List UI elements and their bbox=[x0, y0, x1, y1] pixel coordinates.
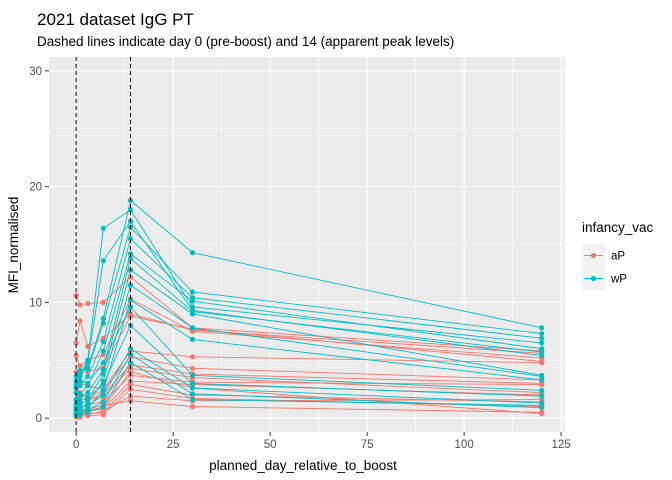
data-point-wP bbox=[100, 387, 106, 393]
data-point-aP bbox=[189, 403, 196, 410]
data-point-wP bbox=[77, 378, 83, 384]
data-point-aP bbox=[127, 381, 134, 388]
chart-subtitle: Dashed lines indicate day 0 (pre-boost) … bbox=[37, 34, 454, 49]
data-point-wP bbox=[100, 258, 106, 264]
data-point-wP bbox=[127, 360, 134, 366]
data-point-wP bbox=[85, 390, 91, 396]
legend-title: infancy_vac bbox=[582, 220, 654, 235]
data-point-aP bbox=[85, 343, 91, 349]
legend-key-point-aP bbox=[590, 252, 597, 259]
data-point-wP bbox=[539, 335, 545, 341]
y-tick-label: 0 bbox=[36, 413, 42, 425]
data-point-wP bbox=[100, 381, 106, 388]
data-point-wP bbox=[189, 289, 196, 295]
data-point-wP bbox=[539, 340, 545, 346]
data-point-aP bbox=[100, 299, 106, 305]
data-point-wP bbox=[189, 385, 196, 391]
data-point-aP bbox=[127, 369, 134, 375]
data-point-wP bbox=[73, 381, 79, 388]
data-point-wP bbox=[100, 371, 106, 377]
data-point-wP bbox=[100, 320, 106, 326]
data-point-wP bbox=[77, 373, 83, 379]
data-point-aP bbox=[539, 381, 545, 388]
data-point-wP bbox=[100, 360, 106, 366]
data-point-wP bbox=[100, 339, 106, 345]
data-point-wP bbox=[100, 399, 106, 405]
x-tick-label: 0 bbox=[73, 439, 79, 451]
y-tick-label: 30 bbox=[29, 66, 42, 78]
data-point-wP bbox=[189, 250, 196, 256]
data-point-wP bbox=[73, 373, 79, 379]
data-point-wP bbox=[77, 368, 83, 374]
data-point-wP bbox=[189, 298, 196, 304]
data-point-wP bbox=[189, 391, 196, 397]
data-point-wP bbox=[189, 336, 196, 342]
data-point-wP bbox=[85, 394, 91, 400]
data-point-wP bbox=[189, 325, 196, 331]
data-point-wP bbox=[77, 405, 83, 411]
x-tick-label: 75 bbox=[361, 439, 374, 451]
data-point-wP bbox=[539, 393, 545, 399]
legend-key-point-wP bbox=[590, 275, 597, 282]
data-point-wP bbox=[73, 397, 79, 403]
data-point-wP bbox=[189, 311, 196, 317]
x-tick-label: 100 bbox=[455, 439, 474, 451]
data-point-wP bbox=[100, 348, 106, 354]
axis-ticks: 0 25 50 75 100 125 0 10 20 30 bbox=[29, 66, 571, 451]
y-axis-title: MFI_normalised bbox=[6, 197, 21, 294]
x-axis-title: planned_day_relative_to_boost bbox=[209, 458, 397, 473]
data-point-wP bbox=[127, 255, 134, 261]
data-point-wP bbox=[100, 366, 106, 373]
data-point-aP bbox=[539, 410, 545, 417]
data-point-wP bbox=[539, 387, 545, 393]
data-point-wP bbox=[100, 392, 106, 398]
data-point-wP bbox=[127, 207, 134, 213]
data-point-aP bbox=[77, 363, 83, 369]
data-point-aP bbox=[189, 354, 196, 360]
chart-title: 2021 dataset IgG PT bbox=[37, 10, 194, 29]
y-tick-label: 10 bbox=[29, 297, 42, 309]
data-point-aP bbox=[189, 365, 196, 371]
data-point-wP bbox=[100, 403, 106, 410]
data-point-wP bbox=[189, 397, 196, 403]
data-point-wP bbox=[539, 377, 545, 383]
data-point-wP bbox=[539, 402, 545, 408]
legend-label-wP: wP bbox=[610, 274, 627, 286]
data-point-aP bbox=[73, 340, 79, 346]
data-point-wP bbox=[100, 225, 106, 231]
legend-label-aP: aP bbox=[611, 251, 625, 263]
data-point-wP bbox=[189, 372, 196, 378]
data-point-wP bbox=[127, 304, 134, 310]
legend: infancy_vac aP wP bbox=[582, 220, 654, 290]
data-point-wP bbox=[539, 325, 545, 331]
data-point-wP bbox=[539, 331, 545, 337]
y-tick-label: 20 bbox=[29, 182, 42, 194]
data-point-wP bbox=[85, 380, 91, 386]
data-point-aP bbox=[77, 318, 83, 324]
x-tick-label: 125 bbox=[552, 439, 571, 451]
data-point-aP bbox=[73, 353, 79, 359]
data-point-aP bbox=[77, 302, 83, 308]
grid-lines bbox=[49, 57, 565, 432]
data-point-wP bbox=[127, 346, 134, 352]
data-point-wP bbox=[189, 380, 196, 386]
data-point-aP bbox=[85, 300, 91, 307]
data-point-wP bbox=[539, 349, 545, 355]
data-point-wP bbox=[85, 366, 91, 373]
series-points bbox=[73, 197, 545, 420]
data-point-aP bbox=[539, 360, 545, 366]
data-point-wP bbox=[85, 360, 91, 366]
data-point-wP bbox=[77, 399, 83, 405]
data-point-wP bbox=[85, 409, 91, 415]
data-point-wP bbox=[77, 394, 83, 400]
x-tick-label: 50 bbox=[264, 439, 277, 451]
data-point-wP bbox=[77, 412, 83, 418]
x-tick-label: 25 bbox=[167, 439, 180, 451]
data-point-wP bbox=[127, 236, 134, 242]
data-point-wP bbox=[85, 373, 91, 379]
data-point-wP bbox=[85, 402, 91, 408]
data-point-wP bbox=[127, 297, 134, 303]
data-point-wP bbox=[100, 316, 106, 322]
